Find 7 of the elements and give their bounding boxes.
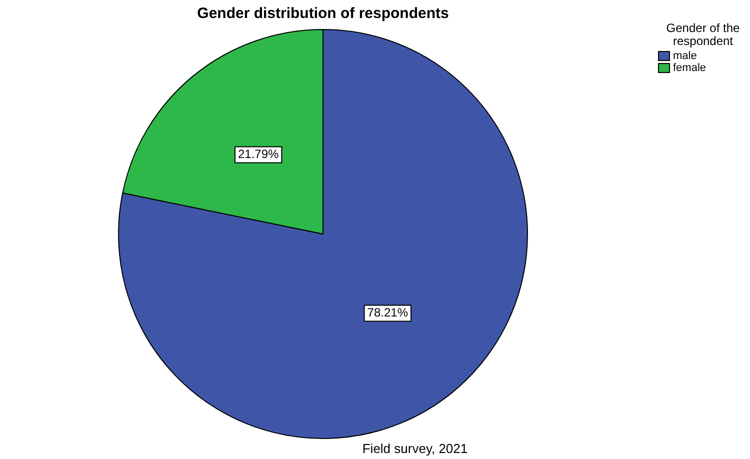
data-label: 78.21% — [367, 306, 408, 320]
text: Field survey, 2021 — [361, 441, 469, 456]
data-label: 21.79% — [238, 147, 280, 162]
legend-label: male — [673, 50, 697, 62]
chart-title: Gender distribution of respondents — [196, 5, 450, 22]
legend-title: Gender of the respondent — [665, 21, 741, 48]
legend-label: female — [673, 62, 706, 74]
